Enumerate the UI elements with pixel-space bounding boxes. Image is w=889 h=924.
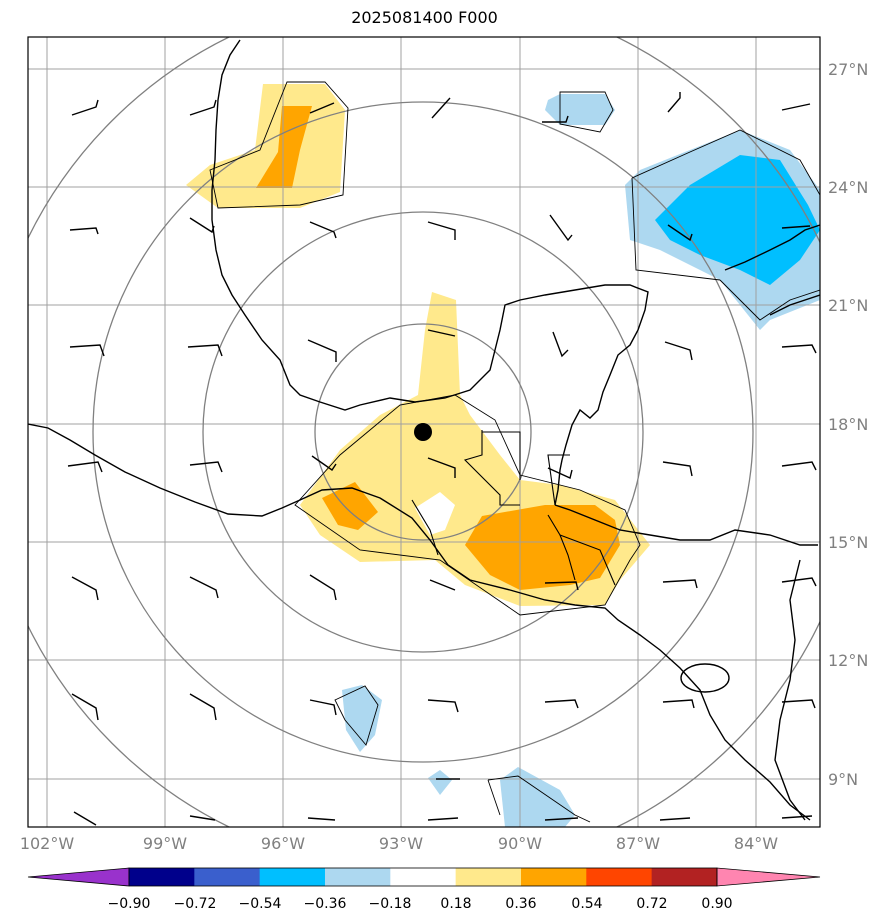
colorbar-segments <box>27 867 821 887</box>
lon-label: 90°W <box>498 834 542 853</box>
anomaly-shading <box>186 84 820 827</box>
lon-label: 84°W <box>734 834 778 853</box>
lat-label: 9°N <box>828 770 858 789</box>
lon-label: 93°W <box>379 834 423 853</box>
coastlines <box>28 39 820 821</box>
colorbar-segment <box>586 868 653 886</box>
colorbar: −0.90 −0.72 −0.54 −0.36 −0.18 0.18 0.36 … <box>27 867 821 912</box>
lon-label: 99°W <box>143 834 187 853</box>
lat-label: 18°N <box>828 415 868 434</box>
colorbar-tick-label: 0.90 <box>701 896 732 912</box>
map-title: 2025081400 F000 <box>351 8 498 27</box>
map-frame <box>27 36 821 828</box>
colorbar-segment <box>324 868 391 886</box>
latitude-labels: 27°N 24°N 21°N 18°N 15°N 12°N 9°N <box>828 60 868 789</box>
colorbar-tick-label: −0.18 <box>369 896 412 912</box>
lat-label: 12°N <box>828 651 868 670</box>
lat-label: 21°N <box>828 296 868 315</box>
colorbar-tick-label: 0.72 <box>636 896 667 912</box>
storm-center-dot <box>414 423 432 441</box>
colorbar-frame <box>128 867 718 887</box>
lon-label: 96°W <box>261 834 305 853</box>
colorbar-segment <box>259 868 326 886</box>
colorbar-segment <box>520 868 587 886</box>
longitude-labels: 102°W 99°W 96°W 93°W 90°W 87°W 84°W <box>20 834 778 853</box>
colorbar-segment <box>651 868 718 886</box>
colorbar-tick-label: 0.36 <box>505 896 536 912</box>
colorbar-tick-label: 0.54 <box>571 896 602 912</box>
colorbar-tick-label: −0.90 <box>108 896 151 912</box>
colorbar-segment <box>129 868 195 886</box>
lon-label: 87°W <box>616 834 660 853</box>
colorbar-segment <box>194 868 261 886</box>
lon-label: 102°W <box>20 834 75 853</box>
colorbar-tick-label: 0.18 <box>440 896 471 912</box>
colorbar-tick-label: −0.72 <box>174 896 217 912</box>
colorbar-tick-label: −0.54 <box>239 896 282 912</box>
lat-label: 27°N <box>828 60 868 79</box>
country-borders <box>411 430 616 586</box>
colorbar-tick-label: −0.36 <box>304 896 347 912</box>
colorbar-segment <box>390 868 457 886</box>
colorbar-segment <box>716 867 821 887</box>
colorbar-segment <box>27 867 130 887</box>
lat-label: 24°N <box>828 178 868 197</box>
lat-label: 15°N <box>828 533 868 552</box>
colorbar-segment <box>455 868 522 886</box>
range-rings <box>28 37 820 827</box>
colorbar-ticks: −0.90 −0.72 −0.54 −0.36 −0.18 0.18 0.36 … <box>108 896 733 912</box>
wind-barbs <box>67 92 817 826</box>
